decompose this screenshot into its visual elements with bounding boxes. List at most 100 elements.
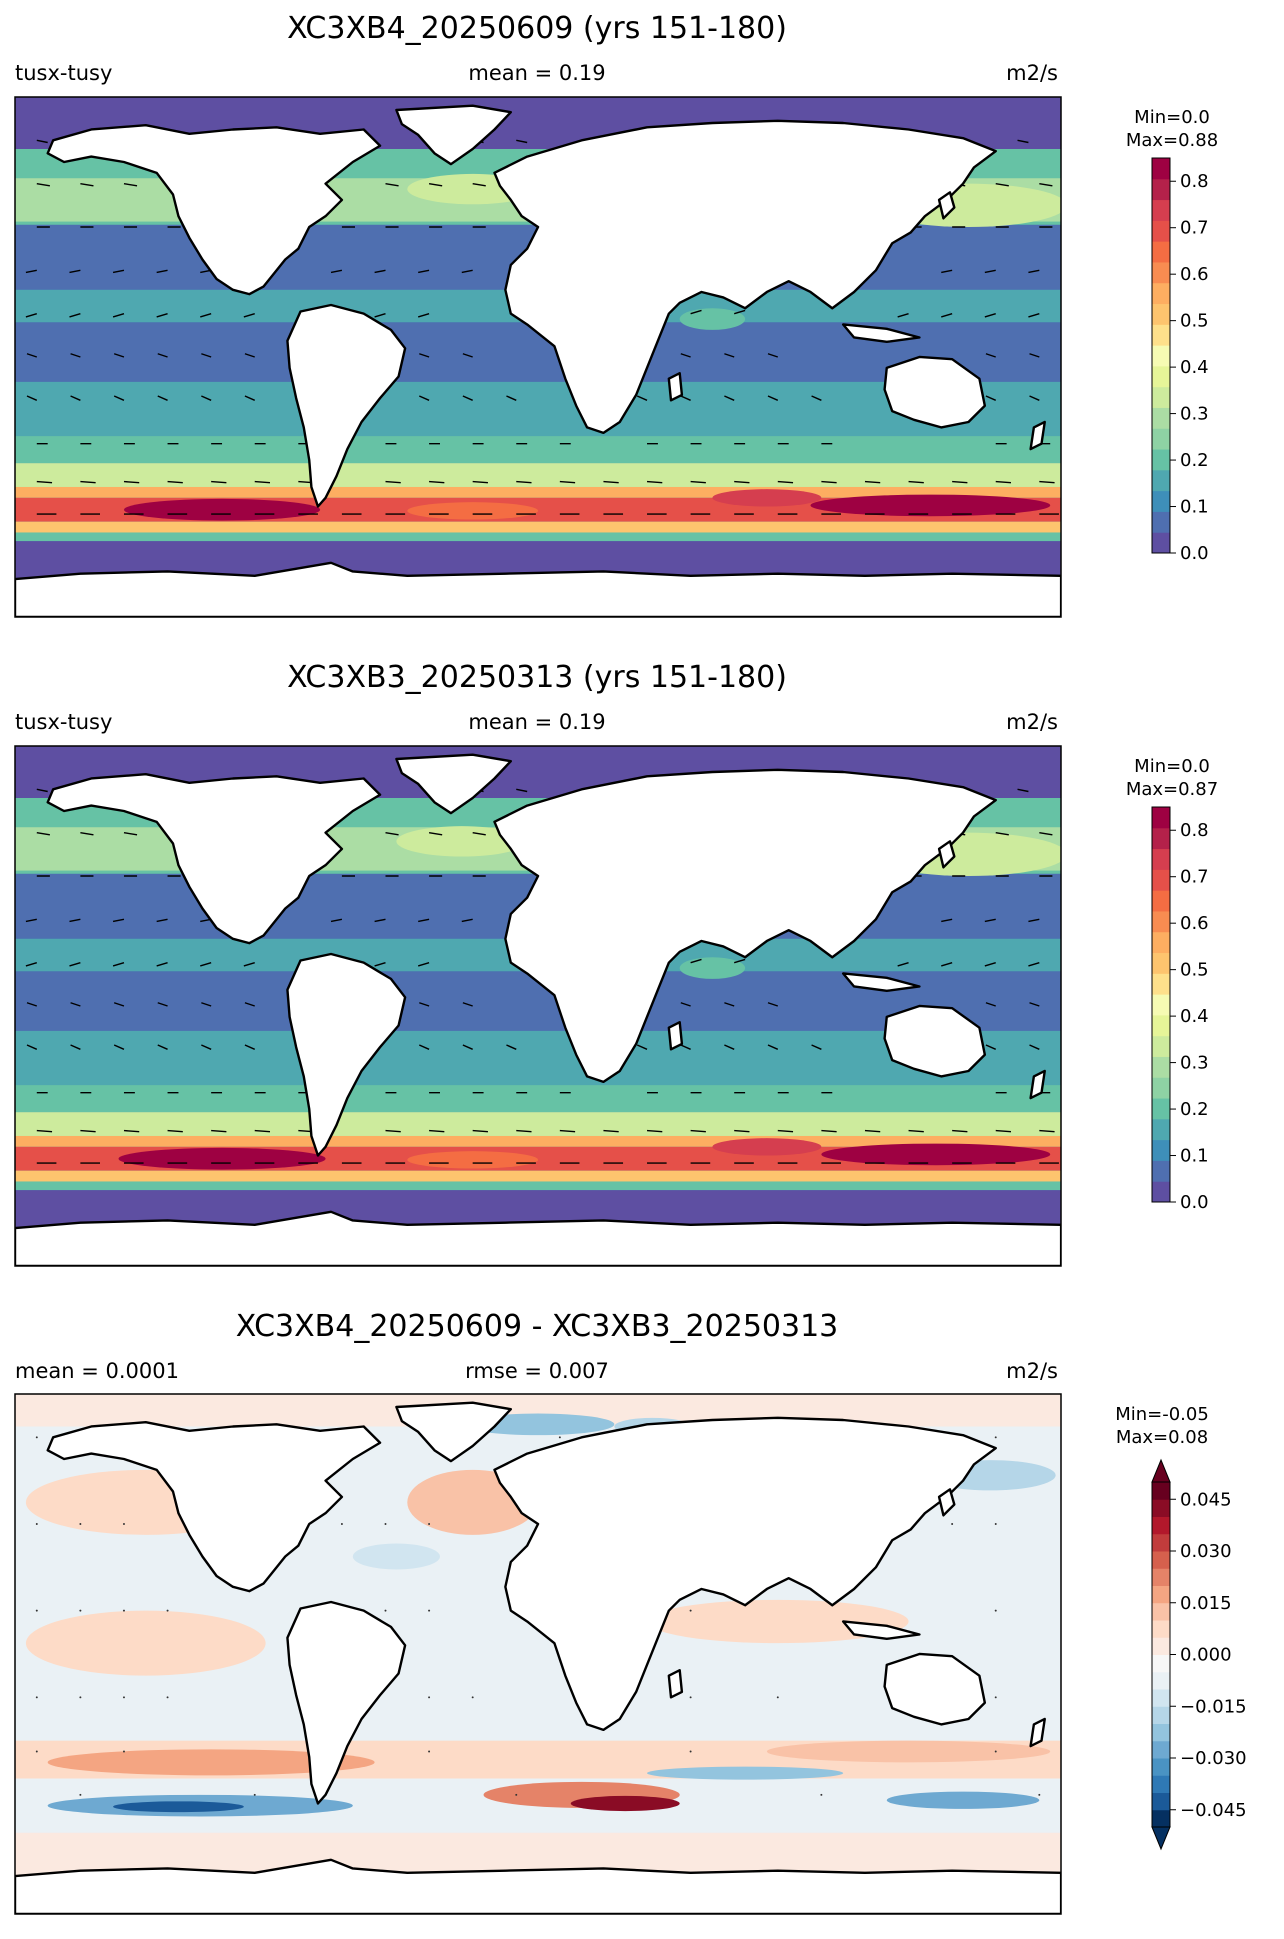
arabian-sea-jet bbox=[679, 308, 746, 330]
colorbar-segment bbox=[1152, 1654, 1170, 1673]
mean-label: mean = 0.19 bbox=[468, 710, 605, 734]
colorbar-segment bbox=[1152, 1056, 1170, 1078]
colorbar-segment bbox=[1152, 1516, 1170, 1535]
colorbar-segment bbox=[1152, 848, 1170, 870]
colorbar-max: Max=0.87 bbox=[1126, 779, 1218, 800]
colorbar-segments bbox=[1151, 157, 1171, 554]
core-indian-west bbox=[712, 489, 822, 507]
colorbar-segment bbox=[1152, 1689, 1170, 1707]
colorbar-segment bbox=[1152, 1723, 1170, 1742]
colorbar-segment bbox=[1152, 1160, 1170, 1182]
colorbar-tick-label: 0.000 bbox=[1180, 1645, 1232, 1666]
colorbar-segment bbox=[1152, 1139, 1170, 1161]
colorbar-segment bbox=[1152, 178, 1170, 201]
band-south-mid bbox=[15, 1112, 1061, 1136]
colorbar-segment bbox=[1152, 1077, 1170, 1099]
core-pacific bbox=[118, 1147, 326, 1170]
colorbar-segment bbox=[1152, 365, 1170, 388]
colorbar-segment bbox=[1152, 324, 1170, 346]
core-indian bbox=[821, 1143, 1051, 1166]
landmasses bbox=[15, 104, 1061, 617]
colorbar-tick-label: 0.1 bbox=[1180, 497, 1209, 518]
colorbar-segment bbox=[1152, 532, 1170, 554]
north-america bbox=[46, 1420, 382, 1593]
colorbar-tick-label: 0.045 bbox=[1180, 1489, 1232, 1510]
colorbar-max: Max=0.08 bbox=[1116, 1427, 1208, 1448]
colorbar-segment bbox=[1152, 1637, 1170, 1655]
colorbar-segment bbox=[1152, 449, 1170, 471]
colorbar-segment bbox=[1152, 386, 1170, 408]
colorbar-segment bbox=[1152, 490, 1170, 512]
colorbar-segment bbox=[1152, 1620, 1170, 1638]
panel-3: XC3XB4_20250609 - XC3XB3_20250313 mean =… bbox=[14, 1309, 1247, 1915]
colorbar-segment bbox=[1152, 1758, 1170, 1776]
colorbar-segment bbox=[1152, 807, 1170, 829]
colorbar-segment bbox=[1152, 469, 1170, 492]
colorbar-tick-label: −0.045 bbox=[1180, 1800, 1247, 1821]
south-america bbox=[286, 1600, 407, 1805]
colorbar-tick-label: 0.3 bbox=[1180, 404, 1209, 425]
colorbar-segment bbox=[1152, 428, 1170, 450]
north-america bbox=[46, 123, 382, 296]
colorbar-ticks: 0.0 0.1 0.2 0.3 0.4 0.5 0.6 0.7 0.8 bbox=[1170, 820, 1209, 1213]
map-frame bbox=[14, 1393, 1062, 1915]
colorbar-min: Min=0.0 bbox=[1134, 107, 1210, 128]
greenland bbox=[395, 1401, 513, 1463]
landmasses bbox=[15, 753, 1061, 1266]
variable-label: tusx-tusy bbox=[15, 61, 112, 85]
colorbar-tick-label: 0.0 bbox=[1180, 1192, 1209, 1213]
colorbar-segment bbox=[1152, 1671, 1170, 1690]
map-area bbox=[15, 97, 1061, 617]
band-south-westerlies-fringe bbox=[15, 1181, 1061, 1191]
colorbar-segment bbox=[1152, 1014, 1170, 1037]
australia bbox=[883, 355, 987, 429]
diff-tropical-pacific-pos bbox=[25, 1610, 266, 1676]
north-atlantic-jet bbox=[396, 826, 528, 857]
colorbar-segment bbox=[1152, 1792, 1170, 1811]
panel-title: XC3XB4_20250609 - XC3XB3_20250313 bbox=[236, 1309, 839, 1344]
colorbar-segment bbox=[1152, 1035, 1170, 1057]
colorbar-tick-label: 0.6 bbox=[1180, 264, 1209, 285]
colorbar-segment bbox=[1152, 407, 1170, 429]
core-indian-west bbox=[712, 1138, 822, 1156]
core-indian bbox=[810, 494, 1051, 517]
colorbar-extend-low bbox=[1151, 1826, 1171, 1851]
colorbar-tick-label: 0.2 bbox=[1180, 450, 1209, 471]
colorbar-ticks: −0.045 −0.030 −0.015 0.000 0.015 0.030 0.045 bbox=[1170, 1489, 1247, 1821]
colorbar-segment bbox=[1152, 1551, 1170, 1569]
madagascar bbox=[667, 372, 684, 402]
australia bbox=[883, 1652, 987, 1726]
indonesia bbox=[841, 323, 921, 344]
colorbar-segment bbox=[1152, 952, 1170, 974]
difference-field bbox=[15, 1394, 1061, 1914]
indonesia bbox=[841, 1620, 921, 1641]
eurasia-africa bbox=[493, 768, 997, 1084]
colorbar-extend-high bbox=[1151, 1458, 1171, 1483]
colorbar-tick-label: 0.8 bbox=[1180, 171, 1209, 192]
diff-so-pos-atlantic-core bbox=[570, 1795, 680, 1812]
colorbar-segment bbox=[1152, 827, 1170, 850]
colorbar: Min=0.0 Max=0.88 0.00.10.20.30.40.50.60.… bbox=[1126, 107, 1218, 564]
colorbar-tick-label: 0.015 bbox=[1180, 1593, 1232, 1614]
band-south-westerlies-edge bbox=[15, 521, 1061, 533]
colorbar-segment bbox=[1152, 931, 1170, 954]
south-america bbox=[286, 303, 407, 508]
colorbar-tick-label: 0.030 bbox=[1180, 1541, 1232, 1562]
diff-tropical-atlantic-neg bbox=[352, 1543, 440, 1570]
colorbar-segment bbox=[1152, 345, 1170, 367]
colorbar-tick-label: 0.1 bbox=[1180, 1146, 1209, 1167]
eurasia-africa bbox=[493, 1416, 997, 1732]
north-america bbox=[46, 772, 382, 945]
units-label: m2/s bbox=[1006, 710, 1058, 734]
colorbar-segment bbox=[1152, 1181, 1170, 1203]
colorbar-segment bbox=[1152, 282, 1170, 305]
panel-1: XC3XB4_20250609 (yrs 151-180) tusx-tusy … bbox=[14, 11, 1218, 618]
indonesia bbox=[841, 972, 921, 993]
colorbar-tick-label: 0.8 bbox=[1180, 820, 1209, 841]
colorbar-min: Min=-0.05 bbox=[1115, 1404, 1209, 1425]
colorbar-tick-label: −0.030 bbox=[1180, 1748, 1247, 1769]
colorbar-min: Min=0.0 bbox=[1134, 756, 1210, 777]
new-zealand bbox=[1029, 420, 1046, 451]
colorbar-segment bbox=[1152, 1118, 1170, 1141]
colorbar-segment bbox=[1152, 1809, 1170, 1828]
